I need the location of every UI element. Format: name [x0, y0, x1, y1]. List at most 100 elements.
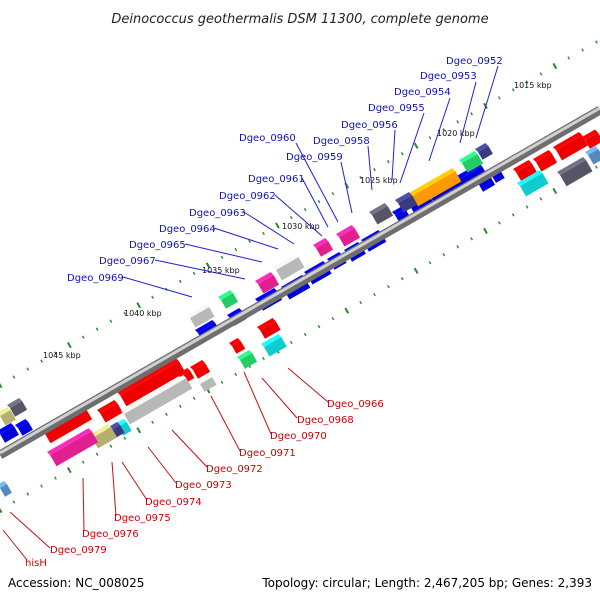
- gene-box: [0, 426, 19, 443]
- scale-tick: [567, 56, 571, 60]
- scale-tick: [136, 302, 142, 309]
- label-dgeo-0975: Dgeo_0975: [114, 513, 171, 524]
- label-dgeo-0961: Dgeo_0961: [248, 174, 305, 185]
- gene-box: [0, 410, 16, 426]
- scale-tick: [344, 307, 350, 314]
- gene-box: [556, 135, 588, 161]
- scale-tick: [109, 444, 113, 448]
- scale-tick: [373, 168, 376, 172]
- scale-tick: [220, 380, 224, 385]
- gene-box-top: [0, 423, 14, 434]
- gene-box: [516, 163, 537, 181]
- scale-tick: [317, 199, 321, 204]
- gene-box-top: [255, 288, 278, 302]
- scale-tick: [136, 427, 142, 434]
- label-hish: hisH: [25, 558, 47, 569]
- label-dgeo-0952: Dgeo_0952: [446, 56, 503, 67]
- gene-box: [478, 176, 496, 192]
- scale-tick: [95, 452, 99, 456]
- label-dgeo-0973: Dgeo_0973: [175, 480, 232, 491]
- scale-tick: [151, 295, 154, 299]
- scale-tick: [317, 324, 321, 329]
- gene-box-top: [313, 238, 329, 248]
- label-dgeo-0962: Dgeo_0962: [219, 191, 276, 202]
- scale-tick: [359, 300, 362, 305]
- gene-box-top: [218, 290, 234, 300]
- scale-tick: [456, 120, 460, 124]
- scale-tick: [192, 271, 196, 275]
- gene-box: [0, 484, 12, 497]
- genome-backbone: [0, 106, 600, 459]
- gene-box: [339, 228, 361, 247]
- top-gene-labels: Dgeo_0952 Dgeo_0953 Dgeo_0954 Dgeo_0955 …: [67, 56, 503, 284]
- scale-tick: [442, 253, 446, 257]
- scale-tick: [0, 382, 3, 389]
- scale-tick: [373, 293, 376, 297]
- scale-tick: [400, 277, 404, 281]
- scale-tick: [387, 285, 390, 289]
- scale-tick: [220, 255, 224, 260]
- gene-box: [478, 146, 493, 160]
- map-title: Deinococcus geothermalis DSM 11300, comp…: [111, 12, 488, 27]
- scale-tick: [539, 72, 543, 76]
- scale-tick: [442, 128, 446, 132]
- gene-box-top: [117, 358, 179, 395]
- scale-tick: [511, 213, 515, 217]
- gene-box: [92, 427, 118, 449]
- gene-box: [124, 378, 193, 425]
- gene-box-top: [255, 272, 274, 284]
- scale-tick: [497, 96, 501, 100]
- gene-box: [100, 403, 123, 423]
- topology-text: Topology: circular; Length: 2,467,205 bp…: [261, 576, 592, 590]
- gene-box: [462, 154, 484, 173]
- scale-tick: [248, 239, 252, 244]
- gene-box-top: [47, 428, 92, 455]
- scale-tick: [81, 335, 85, 339]
- scale-tick: [40, 484, 43, 488]
- gene-box: [232, 341, 246, 354]
- label-dgeo-0967: Dgeo_0967: [99, 256, 156, 267]
- gene-box-top: [327, 252, 343, 262]
- scale-tick: [95, 327, 99, 331]
- gene-box: [588, 149, 600, 165]
- gene-box: [492, 171, 505, 183]
- scale-tick: [178, 404, 182, 408]
- scale-tick: [192, 396, 196, 400]
- gene-box-top: [304, 261, 327, 275]
- gene-box-top: [261, 334, 282, 347]
- scale-tick: [400, 152, 404, 156]
- bottom-gene-labels: Dgeo_0966 Dgeo_0968 Dgeo_0970 Dgeo_0971 …: [25, 399, 384, 569]
- top-leader-lines: [122, 65, 499, 298]
- scale-tick: [581, 48, 584, 52]
- gene-box: [316, 241, 334, 257]
- scale-tick: [525, 205, 529, 209]
- scale-label-1025: 1025 kbp: [360, 176, 398, 185]
- gene-box: [264, 337, 287, 357]
- label-dgeo-0956: Dgeo_0956: [341, 120, 398, 131]
- scale-tick: [262, 356, 265, 361]
- gene-box-top: [553, 132, 582, 150]
- label-dgeo-0974: Dgeo_0974: [145, 497, 202, 508]
- label-dgeo-0969: Dgeo_0969: [67, 273, 124, 284]
- scale-tick: [40, 359, 43, 363]
- gene-box-top: [0, 481, 7, 488]
- scale-tick: [234, 372, 238, 377]
- gene-box-top: [459, 151, 478, 163]
- label-dgeo-0963: Dgeo_0963: [189, 208, 246, 219]
- bottom-leader-lines: [2, 367, 329, 561]
- label-dgeo-0955: Dgeo_0955: [368, 103, 425, 114]
- scale-tick: [123, 436, 127, 440]
- scale-tick: [54, 351, 57, 355]
- scale-tick: [289, 340, 293, 345]
- gene-box: [260, 321, 281, 339]
- scale-tick: [511, 88, 515, 92]
- scale-label-1035: 1035 kbp: [202, 266, 240, 275]
- scale-tick: [109, 319, 113, 323]
- scale-label-1030: 1030 kbp: [282, 222, 320, 231]
- scale-tick: [552, 187, 558, 195]
- scale-tick: [470, 112, 473, 116]
- scale-tick: [54, 476, 57, 480]
- scale-tick: [12, 375, 16, 379]
- label-dgeo-0958: Dgeo_0958: [313, 136, 370, 147]
